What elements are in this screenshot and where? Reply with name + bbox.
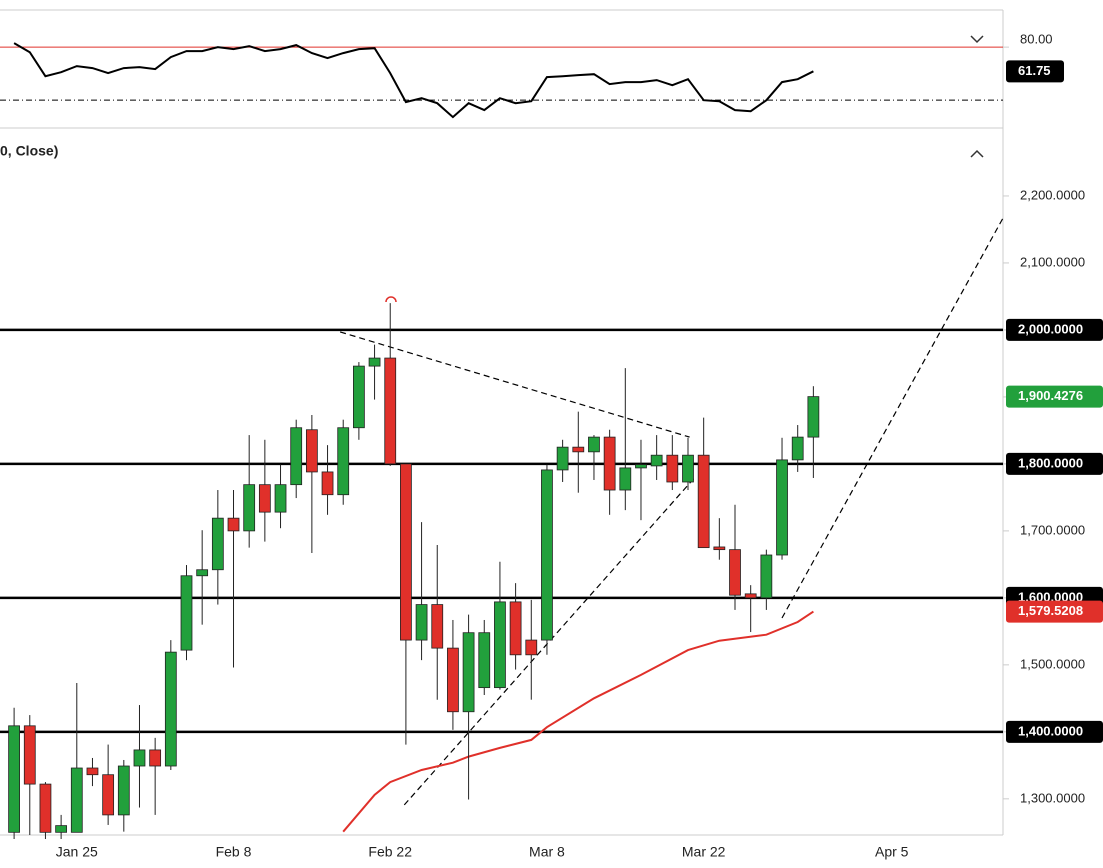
candle-body (635, 464, 647, 469)
x-tick-label: Feb 8 (216, 844, 252, 860)
y-tick-label: 1,300.0000 (1020, 790, 1085, 805)
y-tick-label: 1,500.0000 (1020, 656, 1085, 671)
legend-text: 0, Close) (0, 143, 58, 159)
lines-layer (0, 46, 1004, 806)
alert-marker (385, 296, 397, 303)
rsi-line (13, 42, 814, 119)
y-tick-label: 80.00 (1020, 32, 1053, 47)
candle-body (117, 765, 130, 816)
candle-body (525, 639, 538, 656)
level-label: 1,600.0000 (1018, 589, 1083, 604)
candle-body (368, 357, 381, 367)
y-tick-label: 2,100.0000 (1020, 254, 1085, 269)
candle-body (258, 484, 271, 513)
candle-body (603, 436, 616, 491)
candle-body (149, 749, 162, 767)
grid-layer (1003, 46, 1009, 800)
candle-body (478, 632, 491, 689)
layers: 80.00 Jan 25 Feb 8 Feb 22 Mar 8 Mar 22 Apr 5 1,… (0, 32, 1103, 860)
candle-body (666, 454, 679, 483)
labels-layer: 80.00 Jan 25 Feb 8 Feb 22 Mar 8 Mar 22 Apr 5 1,… (56, 32, 1085, 860)
x-tick-label: Jan 25 (56, 844, 98, 860)
candle-body (243, 484, 256, 532)
candle-body (431, 604, 444, 649)
candle-body (619, 467, 632, 491)
candle-body (807, 396, 820, 438)
candle-body (23, 725, 36, 785)
candle-body (572, 446, 585, 453)
last-price-label: 1,900.4276 (1018, 388, 1083, 403)
level-label: 2,000.0000 (1018, 321, 1083, 336)
candle-body (462, 632, 475, 713)
last-value-box (1006, 60, 1064, 83)
x-tick-label: Mar 8 (529, 844, 565, 860)
trend-line (403, 477, 695, 806)
level-label-box (1006, 452, 1103, 475)
candle-body (400, 463, 412, 641)
candle-body (556, 446, 569, 471)
candle-body (415, 604, 428, 641)
marks-layer (8, 42, 820, 840)
candle-body (164, 651, 177, 767)
level-label-box (1006, 318, 1103, 341)
candle-body (321, 471, 334, 496)
candle-body (353, 365, 365, 429)
ma-value-box (1006, 600, 1103, 623)
candle-body (8, 725, 20, 833)
candle-body (274, 484, 287, 513)
candle-body (682, 454, 694, 483)
candle-body (55, 825, 68, 833)
trend-line (781, 217, 1004, 619)
x-tick-label: Mar 22 (682, 844, 726, 860)
level-label-box (1006, 720, 1103, 743)
candle-body (791, 436, 804, 461)
candle-body (211, 517, 224, 571)
y-tick-label: 2,200.0000 (1020, 187, 1085, 202)
moving-average (342, 610, 814, 833)
ma-value-label: 1,579.5208 (1018, 603, 1083, 618)
candle-body (39, 783, 52, 833)
collapse-button[interactable] (970, 35, 984, 44)
x-tick-label: Apr 5 (875, 844, 909, 860)
candle-body (384, 357, 397, 465)
last-price-box (1006, 385, 1103, 408)
candle-body (541, 469, 553, 641)
candle-body (697, 454, 710, 549)
candle-body (102, 774, 115, 816)
y-tick-label: 1,700.0000 (1020, 522, 1085, 537)
candle-body (713, 546, 726, 551)
expand-button[interactable] (970, 149, 984, 158)
candle-body (70, 767, 83, 833)
candle-body (86, 767, 99, 776)
candle-body (447, 647, 459, 713)
candle-body (588, 436, 600, 453)
candle-body (290, 427, 303, 486)
candle-body (227, 517, 240, 532)
candle-body (776, 459, 788, 556)
candle-body (509, 601, 522, 656)
candle-body (494, 601, 506, 689)
candle-body (305, 429, 318, 473)
candle-body (196, 569, 209, 577)
candle-body (337, 427, 350, 496)
x-tick-label: Feb 22 (368, 844, 412, 860)
candle-body (744, 593, 757, 599)
candle-body (180, 575, 193, 651)
trend-line (339, 331, 690, 438)
last-value-label: 61.75 (1018, 63, 1051, 78)
candle-body (133, 749, 146, 767)
candle-body (760, 554, 773, 599)
boxes-layer: 61.75 2,000.0000 1,800.0000 1,600.0000 1,400… (1006, 60, 1103, 743)
candle-body (650, 454, 663, 467)
level-label: 1,800.0000 (1018, 455, 1083, 470)
level-label: 1,400.0000 (1018, 723, 1083, 738)
candle-body (729, 549, 741, 596)
